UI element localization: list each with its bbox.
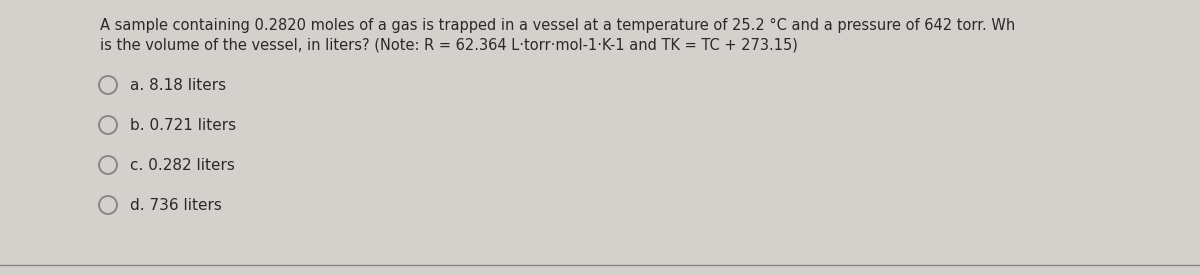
Text: b. 0.721 liters: b. 0.721 liters — [130, 118, 236, 133]
Text: a. 8.18 liters: a. 8.18 liters — [130, 78, 226, 93]
Text: d. 736 liters: d. 736 liters — [130, 198, 222, 213]
Text: c. 0.282 liters: c. 0.282 liters — [130, 158, 235, 173]
Text: A sample containing 0.2820 moles of a gas is trapped in a vessel at a temperatur: A sample containing 0.2820 moles of a ga… — [100, 18, 1015, 33]
Text: is the volume of the vessel, in liters? (Note: R = 62.364 L·torr·mol-1·K-1 and T: is the volume of the vessel, in liters? … — [100, 38, 798, 53]
